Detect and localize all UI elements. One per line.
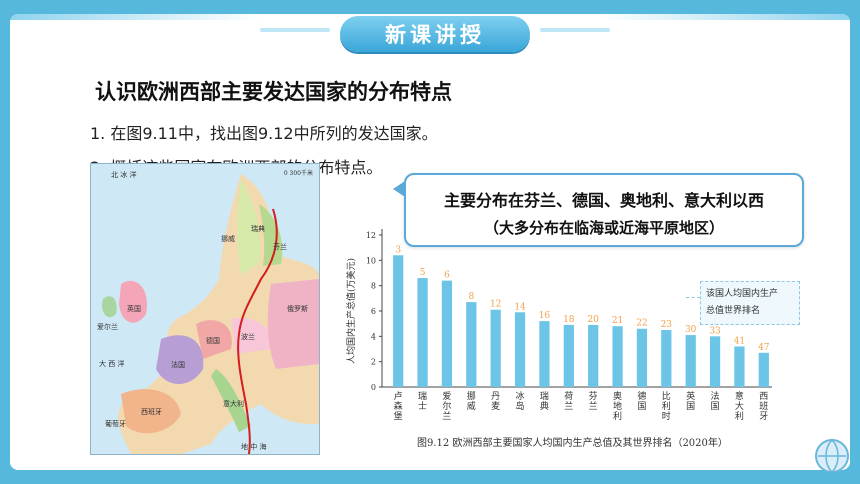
y-tick-label: 2	[371, 358, 376, 367]
chart-caption: 图9.12 欧洲西部主要国家人均国内生产总值及其世界排名（2020年）	[417, 438, 728, 449]
bar-瑞士	[417, 278, 428, 387]
map-label-norway: 挪威	[221, 235, 235, 243]
bar-荷兰	[563, 324, 574, 387]
section-banner: 新课讲授	[340, 16, 530, 52]
y-tick-label: 8	[371, 282, 376, 291]
category-label: 比利时	[662, 390, 671, 422]
bar-冰岛	[514, 312, 526, 387]
page-title: 认识欧洲西部主要发达国家的分布特点	[95, 80, 452, 104]
globe-decoration-icon	[815, 439, 849, 473]
category-label: 法国	[711, 390, 720, 412]
gdp-chart-svg: 0 2 4 6 8 10 12 人均国内生产总值(万美元) 3 卢森堡 5 瑞士 6 爱尔兰 8 挪威 12 丹麦…	[345, 229, 772, 422]
category-label: 瑞士	[418, 390, 427, 412]
bar-挪威	[466, 302, 477, 387]
rank-label: 18	[563, 315, 575, 325]
answer-callout: 主要分布在芬兰、德国、奥地利、意大利以西 （大多分布在临海或近海平原地区）	[393, 173, 804, 247]
map-label-atlantic: 大 西 洋	[99, 360, 125, 368]
rank-label: 6	[444, 271, 450, 281]
rank-legend-line-2: 总值世界排名	[706, 306, 761, 316]
rank-label: 47	[758, 343, 770, 353]
category-label: 荷兰	[564, 391, 573, 412]
category-label: 爱尔兰	[442, 391, 451, 422]
rank-label: 16	[539, 311, 551, 321]
rank-label: 12	[490, 300, 501, 310]
europe-map-graphic	[91, 164, 319, 454]
y-tick-label: 6	[371, 307, 376, 316]
y-tick-label: 4	[371, 332, 376, 341]
rank-label: 22	[636, 319, 647, 329]
category-label: 英国	[686, 390, 695, 412]
bar-丹麦	[490, 309, 501, 387]
map-label-russia: 俄罗斯	[287, 305, 308, 313]
map-label-poland: 波兰	[241, 333, 255, 341]
map-label-ireland: 爱尔兰	[97, 323, 118, 331]
rank-label: 30	[685, 325, 697, 335]
map-label-mediterranean: 地 中 海	[241, 443, 267, 451]
category-label: 丹麦	[491, 391, 500, 412]
category-label: 卢森堡	[394, 390, 403, 422]
banner-decoration-right	[540, 28, 610, 32]
bar-奥地利	[612, 326, 623, 387]
category-label: 德国	[637, 390, 646, 412]
bar-比利时	[661, 330, 672, 387]
map-label-sweden: 瑞典	[251, 225, 265, 233]
category-label: 挪威	[467, 390, 476, 412]
bar-德国	[636, 328, 648, 387]
bar-意大利	[734, 346, 745, 387]
category-label: 芬兰	[589, 391, 598, 412]
map-label-germany: 德国	[206, 337, 220, 345]
legend-pointer	[686, 297, 700, 298]
step-1-text: 1. 在图9.11中，找出图9.12中所列的发达国家。	[90, 124, 438, 143]
category-label: 冰岛	[516, 390, 525, 412]
rank-label: 20	[587, 315, 599, 325]
map-label-portugal: 葡萄牙	[105, 420, 126, 428]
category-label: 西班牙	[759, 391, 768, 422]
y-tick-label: 10	[366, 256, 376, 265]
rank-label: 5	[420, 268, 426, 278]
rank-legend-box: 该国人均国内生产 总值世界排名	[700, 281, 800, 325]
y-tick-label: 0	[371, 383, 376, 392]
callout-tail	[393, 181, 405, 197]
category-label: 瑞典	[540, 390, 549, 412]
category-label: 奥地利	[613, 390, 622, 422]
map-label-arctic: 北 冰 洋	[111, 171, 137, 179]
banner-decoration-left	[260, 28, 330, 32]
answer-line-1: 主要分布在芬兰、德国、奥地利、意大利以西	[443, 191, 764, 210]
map-label-finland: 芬兰	[273, 243, 287, 251]
map-label-france: 法国	[171, 361, 185, 369]
rank-label: 21	[612, 316, 623, 326]
rank-label: 41	[734, 336, 745, 346]
rank-label: 14	[514, 302, 526, 312]
bar-法国	[709, 336, 721, 387]
bar-卢森堡	[393, 255, 404, 387]
bar-英国	[685, 335, 696, 387]
y-tick-label: 12	[366, 231, 376, 240]
bar-爱尔兰	[441, 280, 453, 387]
bar-芬兰	[588, 324, 599, 387]
y-axis-label: 人均国内生产总值(万美元)	[345, 258, 357, 364]
bar-瑞典	[539, 321, 550, 387]
map-scale: 0 300千米	[283, 170, 313, 177]
gdp-chart: 0 2 4 6 8 10 12 人均国内生产总值(万美元) 3 卢森堡 5 瑞士 6 爱尔兰 8 挪威 12 丹麦…	[332, 215, 812, 455]
rank-legend-line-1: 该国人均国内生产	[706, 289, 779, 299]
map-label-spain: 西班牙	[141, 408, 162, 416]
rank-label: 33	[709, 326, 721, 336]
rank-label: 8	[468, 292, 474, 302]
bar-西班牙	[758, 352, 769, 387]
map-label-uk: 英国	[127, 305, 141, 313]
rank-label: 23	[661, 320, 673, 330]
rank-label: 3	[395, 245, 401, 255]
map-label-italy: 意大利	[223, 400, 244, 408]
category-label: 意大利	[735, 390, 744, 422]
europe-map: 0 300千米 北 冰 洋 挪威 瑞典 芬兰 俄罗斯 英国 爱尔兰 法国 德国 …	[90, 163, 320, 455]
answer-line-2: （大多分布在临海或近海平原地区）	[483, 219, 724, 237]
